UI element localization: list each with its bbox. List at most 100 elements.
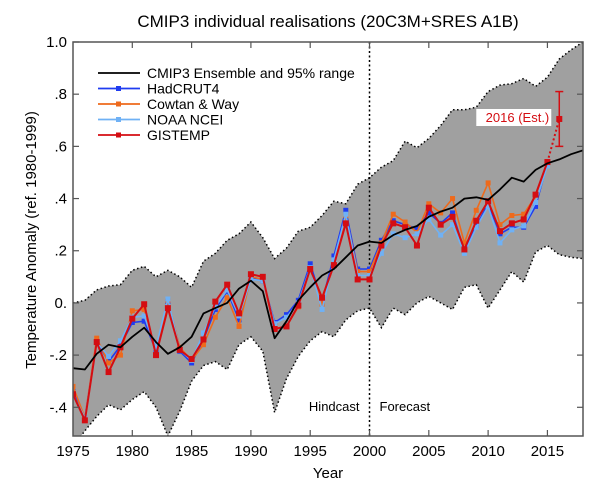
legend: CMIP3 Ensemble and 95% rangeHadCRUT4Cowt…: [98, 65, 355, 143]
data-point-noaa-ncei-1993: [283, 314, 289, 320]
legend-item-cmip3-ensemble-and-95-range: CMIP3 Ensemble and 95% range: [98, 65, 355, 81]
data-point-gistemp-1993: [283, 323, 290, 330]
legend-marker: [116, 117, 121, 122]
data-point-noaa-ncei-2012: [509, 227, 515, 233]
data-point-noaa-ncei-2000: [367, 273, 373, 279]
data-point-hadcrut4-2005: [426, 210, 432, 216]
y-tick-label: .4: [54, 191, 67, 208]
x-tick-label: 2010: [471, 443, 504, 460]
data-point-cowtan-way-2011: [497, 222, 503, 228]
data-point-cowtan-way-2000: [367, 269, 373, 275]
data-point-hadcrut4-1989: [236, 317, 242, 323]
data-point-gistemp-1981: [141, 301, 148, 308]
data-point-noaa-ncei-1990: [248, 276, 254, 282]
legend-label: Cowtan & Way: [147, 96, 239, 112]
legend-marker: [116, 101, 121, 107]
data-point-cowtan-way-2009: [473, 207, 479, 213]
estimate-label-background: [476, 109, 552, 126]
series-cmip3-ensemble-and-95-range: [73, 149, 583, 371]
data-point-noaa-ncei-1979: [117, 338, 123, 344]
legend-item-cowtan-way: Cowtan & Way: [98, 96, 239, 112]
y-axis-label: Temperature Anomaly (ref. 1980-1999): [23, 111, 40, 369]
data-point-hadcrut4-2001: [378, 237, 384, 243]
data-point-noaa-ncei-1982: [153, 344, 159, 350]
data-point-gistemp-1983: [164, 305, 171, 312]
data-point-noaa-ncei-2004: [414, 231, 420, 237]
data-point-noaa-ncei-1981: [141, 313, 147, 319]
data-point-noaa-ncei-1986: [200, 330, 206, 336]
data-point-hadcrut4-2000: [367, 266, 373, 272]
data-point-gistemp-2004: [413, 242, 420, 249]
y-tick-label: 1.0: [46, 34, 67, 51]
data-point-cowtan-way-1996: [319, 301, 325, 307]
data-point-gistemp-1984: [176, 346, 183, 353]
legend-label: CMIP3 Ensemble and 95% range: [147, 65, 355, 81]
data-point-noaa-ncei-1983: [165, 296, 171, 302]
legend-label: GISTEMP: [147, 127, 210, 143]
data-point-gistemp-2010: [485, 198, 492, 205]
legend-item-noaa-ncei: NOAA NCEI: [98, 112, 223, 128]
data-point-gistemp-2003: [402, 224, 409, 231]
data-point-hadcrut4-1998: [343, 207, 349, 213]
x-tick-label: 1985: [175, 443, 208, 460]
data-point-hadcrut4-1987: [212, 306, 218, 312]
x-axis: 1975 1980 1985 1990 1995 2000 2005 2010 2015: [56, 42, 564, 460]
band-upper-edge: [73, 42, 583, 304]
data-point-gistemp-1985: [188, 356, 195, 363]
plot-area: 2016 (Est.) Hindcast Forecast: [73, 42, 583, 436]
data-point-gistemp-1996: [319, 294, 326, 301]
data-point-hadcrut4-2014: [533, 203, 539, 209]
data-point-noaa-ncei-2011: [497, 240, 503, 246]
data-point-noaa-ncei-2013: [521, 223, 527, 229]
data-point-gistemp-2001: [378, 242, 385, 249]
data-point-hadcrut4-1981: [141, 318, 147, 324]
data-point-gistemp-1998: [342, 220, 349, 227]
data-point-gistemp-1995: [307, 266, 314, 273]
data-point-gistemp-2005: [425, 204, 432, 211]
y-tick-label: -.4: [49, 399, 67, 416]
data-point-gistemp-1976: [81, 417, 88, 424]
legend-item-gistemp: GISTEMP: [98, 127, 210, 143]
data-point-gistemp-2007: [449, 213, 456, 220]
data-point-noaa-ncei-2008: [461, 250, 467, 256]
data-point-noaa-ncei-2014: [533, 199, 539, 205]
data-point-noaa-ncei-2003: [402, 235, 408, 241]
data-point-cowtan-way-1979: [117, 352, 123, 358]
data-point-hadcrut4-2007: [450, 210, 456, 216]
data-point-noaa-ncei-1992: [272, 321, 278, 327]
data-point-noaa-ncei-1998: [343, 211, 349, 217]
data-point-gistemp-2012: [508, 220, 515, 227]
data-point-gistemp-1986: [200, 336, 207, 343]
data-point-gistemp-1988: [224, 281, 231, 288]
data-point-gistemp-1980: [129, 315, 136, 322]
x-tick-label: 2015: [531, 443, 564, 460]
data-point-hadcrut4-1985: [189, 360, 195, 366]
data-point-noaa-ncei-1996: [319, 306, 325, 312]
data-point-cowtan-way-1980: [129, 308, 135, 314]
data-point-gistemp-1978: [105, 369, 112, 376]
data-point-cowtan-way-2010: [485, 180, 491, 186]
data-point-cowtan-way-1987: [212, 314, 218, 320]
data-point-gistemp-1975: [73, 391, 76, 398]
data-point-noaa-ncei-2015: [544, 163, 550, 169]
data-point-cowtan-way-1988: [224, 295, 230, 301]
chart-title: CMIP3 individual realisations (20C3M+SRE…: [137, 12, 518, 31]
data-point-gistemp-2002: [390, 220, 397, 227]
data-point-noaa-ncei-1988: [224, 287, 230, 293]
legend-marker: [116, 86, 121, 91]
data-point-cowtan-way-2005: [426, 201, 432, 207]
data-point-noaa-ncei-2002: [390, 231, 396, 237]
estimate-label: 2016 (Est.): [486, 110, 550, 125]
data-point-hadcrut4-2004: [414, 226, 420, 232]
data-point-hadcrut4-1980: [129, 319, 135, 325]
legend-marker: [116, 132, 121, 138]
data-point-cowtan-way-1986: [200, 342, 206, 348]
data-point-gistemp-1992: [271, 326, 278, 333]
data-point-gistemp-2006: [437, 221, 444, 228]
data-point-gistemp-2013: [520, 216, 527, 223]
data-point-gistemp-1991: [259, 273, 266, 280]
data-point-gistemp-1994: [295, 302, 302, 309]
data-point-cowtan-way-2003: [402, 219, 408, 225]
y-tick-label: 0.: [54, 295, 67, 312]
legend-item-hadcrut4: HadCRUT4: [98, 81, 220, 97]
